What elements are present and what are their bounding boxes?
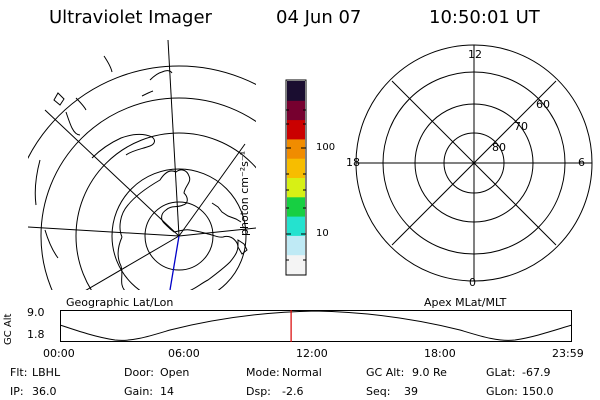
- color-scale-segment: [287, 100, 305, 121]
- gc-alt-axis-label: GC Alt: [3, 313, 14, 345]
- header: Ultraviolet Imager 04 Jun 07 10:50:01 UT: [0, 7, 600, 31]
- color-scale-segment: [287, 81, 305, 101]
- color-scale-segment: [287, 216, 305, 236]
- color-scale-tick-100: 100: [316, 142, 336, 153]
- mode-value: Normal: [282, 366, 322, 379]
- color-scale-segment: [287, 235, 305, 256]
- glat-value: -67.9: [522, 366, 551, 379]
- mlt-label-6: 6: [578, 156, 585, 169]
- color-scale-bar: [285, 79, 307, 276]
- mlt-label-12: 12: [468, 48, 482, 61]
- glat-label: GLat:: [486, 366, 516, 379]
- satellite-track: [169, 235, 180, 290]
- color-scale-segment: [287, 254, 305, 275]
- map-svg: [28, 40, 593, 290]
- color-scale-segment: [287, 119, 305, 140]
- color-scale-unit-label: photon cm⁻²s⁻¹: [238, 150, 251, 236]
- time-tick-1800: 18:00: [424, 347, 456, 360]
- mlat-label-60: 60: [536, 98, 550, 111]
- gain-label: Gain:: [124, 385, 153, 398]
- door-label: Door:: [124, 366, 154, 379]
- altitude-plot: [60, 310, 572, 342]
- glon-label: GLon:: [486, 385, 518, 398]
- mode-label: Mode:: [246, 366, 280, 379]
- observation-time: 10:50:01 UT: [429, 7, 540, 28]
- filter-label: Flt:: [10, 366, 28, 379]
- mlat-label-80: 80: [492, 141, 506, 154]
- alt-tick-low: 1.8: [27, 328, 45, 341]
- gain-value: 14: [160, 385, 174, 398]
- ip-label: IP:: [10, 385, 24, 398]
- altitude-plot-frame: [60, 310, 572, 342]
- altitude-curve: [60, 310, 572, 341]
- geographic-map: [28, 40, 256, 290]
- dsp-value: -2.6: [282, 385, 304, 398]
- time-tick-0600: 06:00: [168, 347, 200, 360]
- time-tick-0000: 00:00: [43, 347, 75, 360]
- image-panels: 100 10 photon cm⁻²s⁻¹ 12 18 6 0 60 70 80: [0, 40, 600, 300]
- filter-value: LBHL: [32, 366, 61, 379]
- mlt-label-18: 18: [346, 156, 360, 169]
- seq-value: 39: [404, 385, 418, 398]
- apex-projection-label: Apex MLat/MLT: [424, 296, 507, 309]
- glon-value: 150.0: [522, 385, 554, 398]
- observation-date: 04 Jun 07: [276, 7, 362, 28]
- door-value: Open: [160, 366, 190, 379]
- time-tick-2359: 23:59: [552, 347, 584, 360]
- color-scale-tick-10: 10: [316, 228, 329, 239]
- color-scale-ticks: [286, 109, 306, 261]
- ip-value: 36.0: [32, 385, 57, 398]
- mlat-label-70: 70: [514, 120, 528, 133]
- dsp-label: Dsp:: [246, 385, 271, 398]
- instrument-title: Ultraviolet Imager: [49, 7, 212, 28]
- apex-polar-grid: [355, 44, 593, 282]
- longitude-lines: [28, 40, 256, 290]
- color-scale-segment: [287, 196, 305, 217]
- mlt-label-0: 0: [469, 276, 476, 289]
- latitude-circles: [28, 65, 256, 290]
- gc-alt-label: GC Alt:: [366, 366, 405, 379]
- color-scale-segment: [287, 138, 305, 159]
- color-scale-segment: [287, 158, 305, 178]
- color-scale-segment: [287, 177, 305, 198]
- coastlines: [34, 55, 248, 290]
- time-tick-1200: 12:00: [296, 347, 328, 360]
- gc-alt-value: 9.0 Re: [412, 366, 447, 379]
- seq-label: Seq:: [366, 385, 391, 398]
- geographic-projection-label: Geographic Lat/Lon: [66, 296, 174, 309]
- alt-tick-high: 9.0: [27, 306, 45, 319]
